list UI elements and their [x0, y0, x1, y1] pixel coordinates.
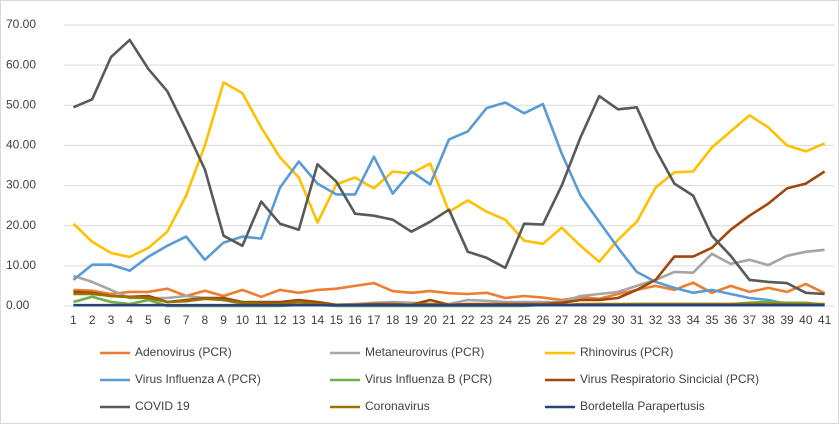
series-line [73, 281, 826, 302]
x-tick-label: 21 [442, 313, 456, 327]
x-tick-label: 19 [405, 313, 419, 327]
x-tick-label: 34 [686, 313, 700, 327]
x-tick-label: 41 [818, 313, 832, 327]
x-tick-label: 32 [649, 313, 663, 327]
legend-label: Virus Influenza B (PCR) [365, 372, 492, 386]
y-tick-label: 70.00 [6, 17, 36, 31]
y-tick-label: 50.00 [6, 97, 36, 111]
y-tick-label: 30.00 [6, 178, 36, 192]
x-tick-label: 24 [499, 313, 513, 327]
legend-label: Metaneurovirus (PCR) [365, 345, 484, 359]
x-tick-label: 16 [348, 313, 362, 327]
x-tick-label: 33 [668, 313, 682, 327]
legend-label: Virus Respiratorio Sincicial (PCR) [580, 372, 759, 386]
x-tick-label: 17 [367, 313, 381, 327]
x-tick-label: 23 [480, 313, 494, 327]
x-tick-label: 25 [517, 313, 531, 327]
legend-label: Virus Influenza A (PCR) [135, 372, 261, 386]
x-tick-label: 31 [630, 313, 644, 327]
x-tick-label: 28 [574, 313, 588, 327]
x-tick-label: 13 [292, 313, 306, 327]
y-tick-label: 40.00 [6, 138, 36, 152]
x-tick-label: 37 [743, 313, 757, 327]
x-tick-label: 3 [108, 313, 115, 327]
y-tick-label: 10.00 [6, 258, 36, 272]
legend-label: Coronavirus [365, 399, 430, 413]
x-tick-label: 36 [724, 313, 738, 327]
x-tick-label: 8 [202, 313, 209, 327]
x-tick-label: 35 [705, 313, 719, 327]
x-tick-label: 39 [780, 313, 794, 327]
x-tick-label: 14 [311, 313, 325, 327]
x-tick-label: 38 [762, 313, 776, 327]
y-tick-label: 60.00 [6, 57, 36, 71]
x-tick-label: 18 [386, 313, 400, 327]
legend-label: COVID 19 [135, 399, 190, 413]
x-tick-label: 15 [330, 313, 344, 327]
x-tick-label: 12 [273, 313, 287, 327]
x-tick-label: 40 [799, 313, 813, 327]
legend-label: Bordetella Parapertusis [580, 399, 705, 413]
y-tick-label: 20.00 [6, 218, 36, 232]
x-tick-label: 30 [611, 313, 625, 327]
x-tick-label: 11 [255, 313, 268, 327]
x-tick-label: 4 [126, 313, 133, 327]
y-tick-label: 0.00 [6, 298, 30, 312]
x-tick-label: 27 [555, 313, 569, 327]
x-tick-label: 26 [536, 313, 550, 327]
x-tick-label: 1 [70, 313, 77, 327]
x-tick-label: 22 [461, 313, 475, 327]
x-tick-label: 7 [183, 313, 190, 327]
x-tick-label: 9 [220, 313, 227, 327]
x-tick-label: 6 [164, 313, 171, 327]
x-tick-label: 20 [424, 313, 438, 327]
legend-label: Rhinovirus (PCR) [580, 345, 673, 359]
series-line [72, 101, 825, 307]
x-tick-label: 2 [89, 313, 96, 327]
x-tick-label: 5 [145, 313, 152, 327]
x-tick-label: 10 [236, 313, 250, 327]
legend-label: Adenovirus (PCR) [135, 345, 232, 359]
series-line [72, 38, 825, 296]
x-tick-label: 29 [593, 313, 607, 327]
